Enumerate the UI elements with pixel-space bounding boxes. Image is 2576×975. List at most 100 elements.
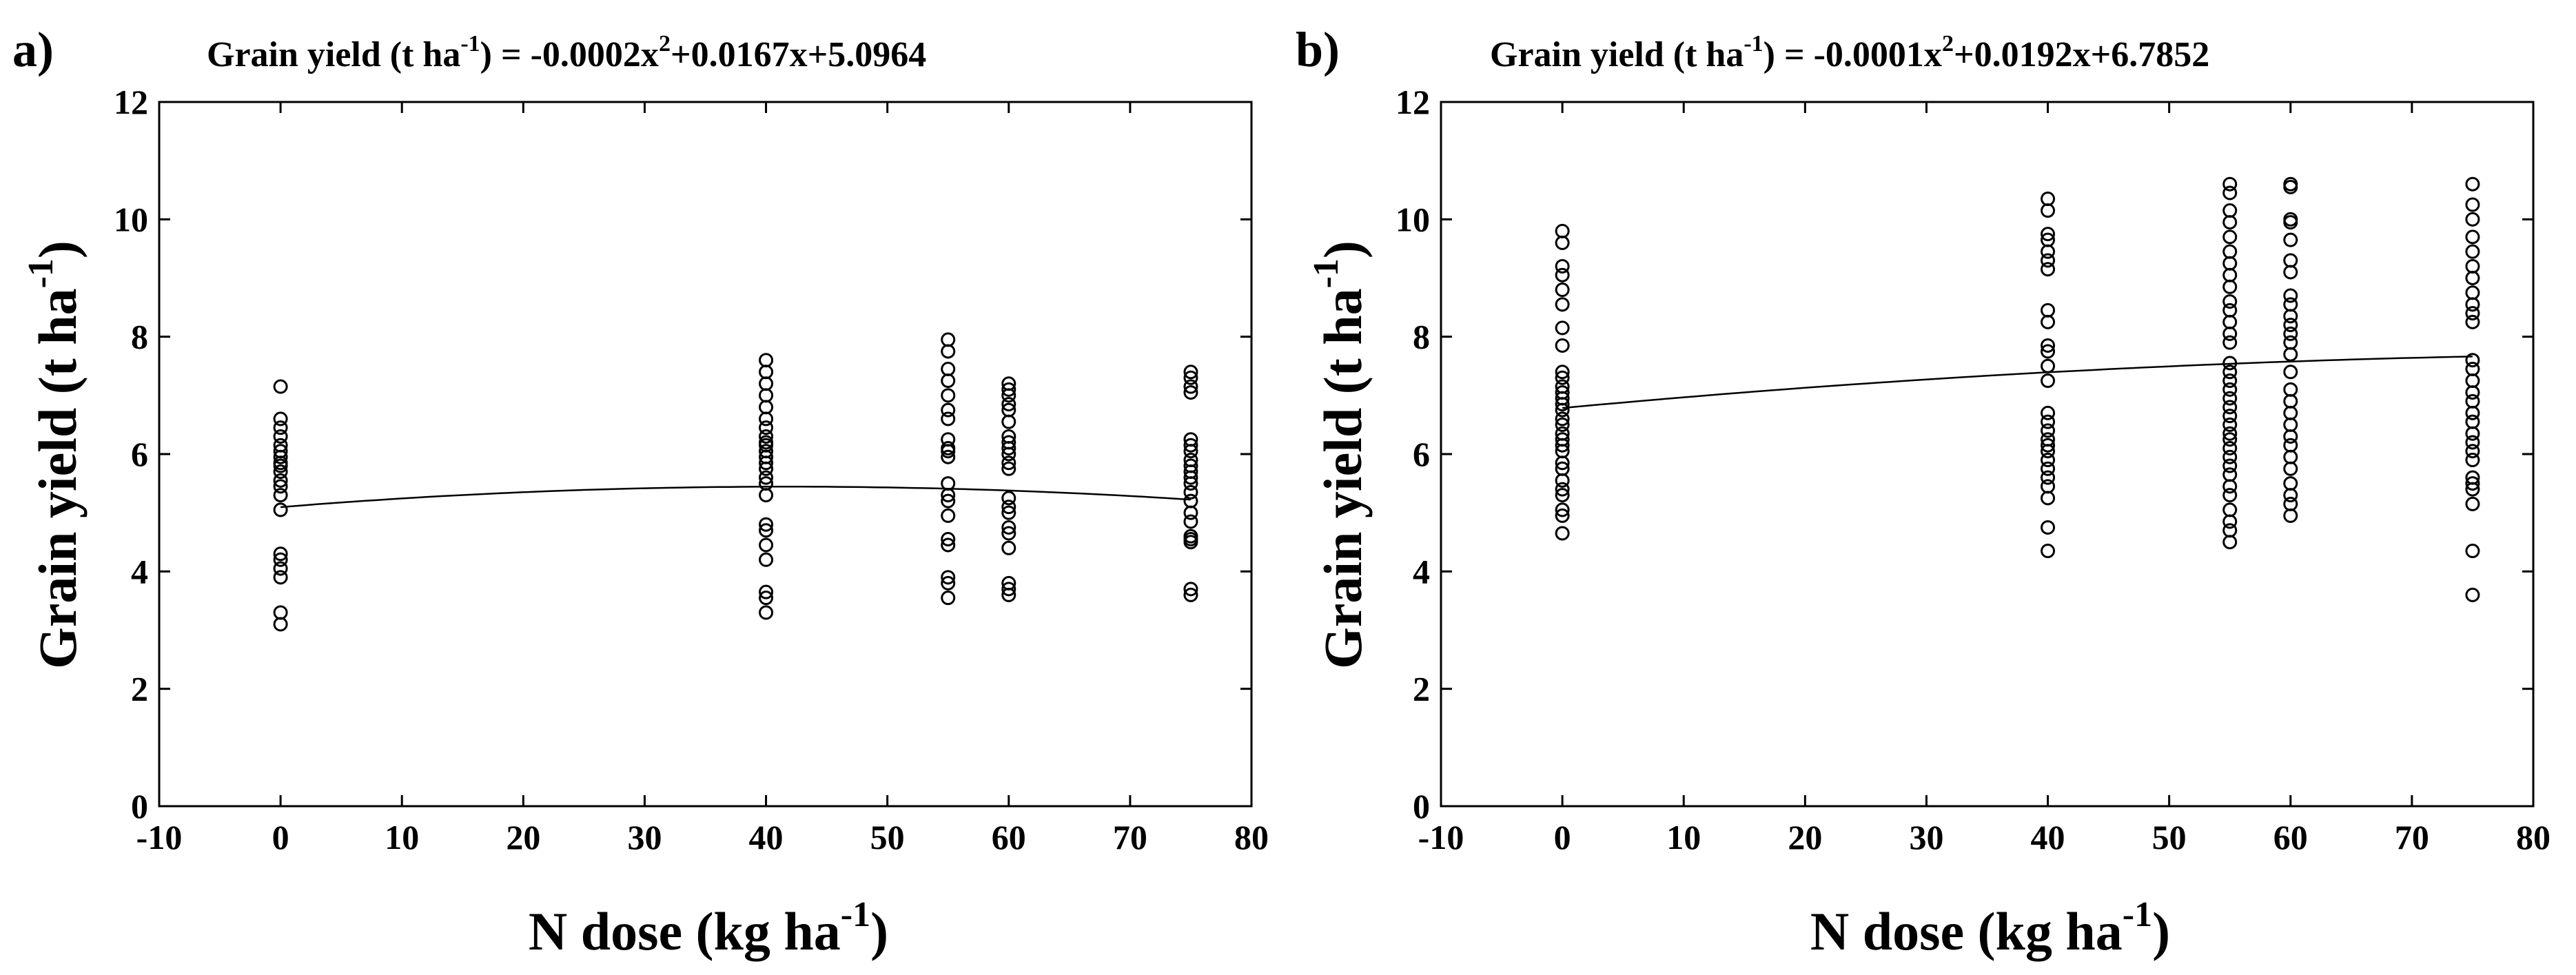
panel-b-x-tick-label: 70	[2395, 818, 2429, 856]
panel-b-data-point	[2283, 253, 2298, 268]
panel-a-data-point	[759, 420, 774, 435]
panel-b-data-point	[1555, 426, 1570, 441]
panel-b-data-point	[2465, 212, 2480, 227]
panel-b-x-tick-label: 80	[2516, 818, 2551, 856]
panel-b-data-point	[2222, 449, 2238, 464]
panel-a-data-point	[273, 617, 288, 632]
panel-a-data-point	[941, 362, 956, 377]
panel-a-data-point	[273, 438, 288, 453]
panel-a-data-point	[759, 537, 774, 553]
panel-b-data-point	[2283, 288, 2298, 303]
panel-a-data-point	[1183, 385, 1198, 400]
panel-b-data-point	[2041, 232, 2056, 247]
panel-a-data-point	[941, 344, 956, 359]
panel-b-data-point	[2283, 347, 2298, 362]
panel-b-data-point	[1555, 461, 1570, 476]
panel-a-plot-frame	[158, 101, 1253, 808]
panel-a-data-point	[1001, 582, 1016, 597]
panel-b-label: b)	[1296, 22, 1340, 77]
panel-b-data-point	[2465, 405, 2480, 420]
panel-b-data-point	[1555, 223, 1570, 238]
panel-a-data-point	[1001, 505, 1016, 520]
panel-b-data-point	[2041, 338, 2056, 353]
panel-b-data-point	[2465, 373, 2480, 389]
panel-b-data-point	[2465, 197, 2480, 212]
panel-a-data-point	[1183, 493, 1198, 509]
panel-b-x-axis-title: N dose (kg ha-1)	[1810, 895, 2170, 961]
panel-a-x-tick-label: 30	[627, 818, 662, 856]
panel-b-data-point	[2041, 414, 2056, 429]
panel-a-data-point	[1001, 414, 1016, 429]
panel-b-data-point	[1555, 258, 1570, 274]
panel-a-data-point	[759, 552, 774, 567]
panel-a-data-point	[1183, 453, 1198, 468]
panel-a-data-point	[941, 411, 956, 427]
panel-b-data-point	[2222, 229, 2238, 245]
panel-a-data-point	[941, 476, 956, 491]
panel-a-data-point	[1001, 376, 1016, 391]
panel-b-data-point	[1555, 370, 1570, 385]
panel-a-data-point	[273, 546, 288, 562]
panel-b-data-point	[2041, 491, 2056, 506]
panel-a-data-point	[759, 605, 774, 620]
panel-b-y-tick-label: 8	[1413, 318, 1430, 356]
panel-b-data-point	[1555, 283, 1570, 298]
panel-a-data-point	[273, 561, 288, 576]
panel-a-data-point	[941, 493, 956, 509]
panel-a-y-tick-label: 12	[114, 83, 148, 121]
panel-b-data-point	[2465, 544, 2480, 559]
panel-b-y-tick-label: 6	[1413, 435, 1430, 473]
panel-b-data-point	[2465, 271, 2480, 285]
panel-b-data-point	[2283, 212, 2298, 227]
panel-b-data-point	[2222, 426, 2238, 441]
panel-b-data-point	[2222, 267, 2238, 283]
panel-b-data-point	[2283, 176, 2298, 192]
panel-b-data-point	[2041, 453, 2056, 468]
panel-a-y-tick-label: 2	[131, 670, 148, 708]
panel-b-data-point	[2465, 426, 2480, 441]
panel-b-data-point	[2222, 488, 2238, 503]
panel-a-data-point	[1183, 379, 1198, 394]
panel-b-data-point	[2222, 314, 2238, 329]
panel-b-data-point	[2041, 461, 2056, 476]
panel-b-data-point	[2465, 297, 2480, 312]
panel-a-data-point	[1001, 500, 1016, 515]
panel-a-data-point	[759, 470, 774, 485]
panel-b-data-point	[2041, 423, 2056, 438]
panel-b-data-point	[2283, 429, 2298, 444]
panel-b-data-point	[2222, 215, 2238, 230]
panel-a-data-point	[273, 464, 288, 480]
panel-b-data-point	[1555, 297, 1570, 312]
panel-b-data-point	[2283, 405, 2298, 420]
panel-a-title: Grain yield (t ha-1) = -0.0002x2+0.0167x…	[207, 31, 926, 74]
panel-a-data-point	[1001, 540, 1016, 555]
panel-a-data-point	[941, 591, 956, 606]
panel-a-data-point	[759, 584, 774, 599]
panel-a-data-point	[1001, 382, 1016, 397]
panel-b-data-point	[2222, 365, 2238, 380]
panel-a-data-point	[941, 508, 956, 523]
panel-a-data-point	[1183, 458, 1198, 473]
panel-b-y-axis-title: Grain yield (t ha-1)	[1307, 240, 1373, 669]
panel-b-data-point	[2041, 544, 2056, 559]
panel-a-data-point	[759, 429, 774, 444]
panel-b-data-point	[2465, 496, 2480, 511]
panel-a-y-tick-label: 8	[131, 318, 148, 356]
panel-b-data-point	[2465, 414, 2480, 429]
panel-b-data-point	[2465, 285, 2480, 300]
panel-b-data-point	[2222, 514, 2238, 529]
panel-b-data-point	[2222, 391, 2238, 406]
panel-a-y-tick-label: 4	[131, 552, 148, 591]
panel-b-data-point	[2283, 461, 2298, 476]
panel-a-data-point	[1001, 461, 1016, 476]
panel-a-data-point	[1001, 455, 1016, 471]
panel-b-data-point	[2222, 458, 2238, 473]
panel-b-data-point	[2222, 409, 2238, 424]
panel-b-x-tick-label: 10	[1666, 818, 1701, 856]
panel-b-data-point	[2465, 385, 2480, 400]
panel-a-data-point	[1183, 365, 1198, 380]
panel-b-data-point	[2222, 256, 2238, 271]
panel-a-data-point	[1001, 402, 1016, 418]
panel-a-data-point	[1183, 587, 1198, 602]
